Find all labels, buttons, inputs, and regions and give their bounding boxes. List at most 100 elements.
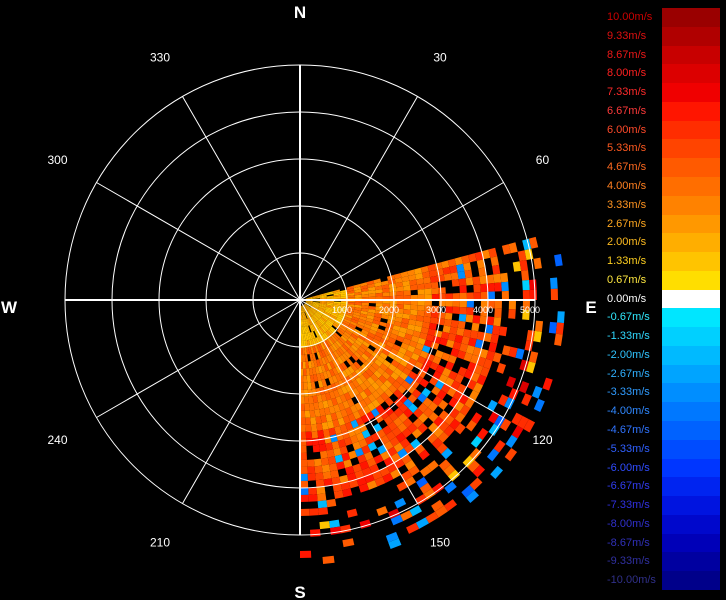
velocity-cell [479, 348, 489, 359]
velocity-cell [419, 350, 429, 359]
colorbar-swatch [662, 552, 720, 572]
velocity-cell [436, 318, 445, 326]
velocity-cell [457, 366, 468, 377]
velocity-colorbar: 10.00m/s 9.33m/s 8.67m/s 8.00m/s 7.33m/s 6.67… [604, 8, 722, 590]
velocity-cell [333, 404, 341, 413]
velocity-cell [321, 325, 328, 332]
velocity-cell [328, 463, 338, 472]
colorbar-swatch [662, 327, 720, 346]
velocity-cell [347, 413, 356, 422]
velocity-cell [449, 265, 458, 274]
velocity-cell [300, 431, 307, 439]
velocity-cell [341, 322, 349, 328]
velocity-cell [320, 393, 327, 402]
velocity-cell [322, 400, 329, 409]
velocity-cell [408, 357, 418, 366]
velocity-cell [500, 272, 509, 283]
velocity-cell [387, 352, 397, 360]
colorbar-label: 2.00m/s [607, 236, 647, 249]
velocity-cell [340, 291, 348, 295]
velocity-cell [337, 387, 344, 397]
velocity-cell [393, 442, 404, 453]
velocity-cell [411, 428, 423, 439]
velocity-cell [311, 305, 319, 310]
velocity-cell [414, 444, 426, 455]
velocity-cell [434, 505, 448, 518]
velocity-cell [349, 321, 358, 327]
velocity-cell [415, 517, 429, 529]
velocity-cell [332, 483, 343, 493]
velocity-cell [310, 324, 315, 332]
velocity-cell [399, 438, 411, 449]
velocity-cell [318, 319, 325, 326]
velocity-cell [471, 322, 480, 332]
velocity-cell [330, 469, 340, 479]
velocity-cell [404, 333, 413, 341]
velocity-cell [301, 305, 305, 313]
velocity-cell [375, 292, 383, 297]
velocity-cell [303, 340, 307, 348]
velocity-cell [326, 304, 334, 308]
velocity-cell [425, 511, 439, 524]
velocity-cell [307, 382, 312, 390]
velocity-cell [389, 436, 400, 447]
velocity-cell [396, 304, 404, 310]
velocity-cell [414, 360, 424, 370]
velocity-cell [394, 277, 403, 284]
velocity-cell [338, 312, 346, 317]
velocity-cell [398, 412, 409, 423]
colorbar-swatch [662, 364, 720, 384]
velocity-cell [350, 363, 358, 372]
velocity-cell [389, 295, 397, 300]
velocity-cell [456, 327, 465, 337]
velocity-cell [490, 256, 499, 267]
velocity-cell [359, 316, 367, 321]
velocity-cell [359, 382, 368, 391]
velocity-cell [322, 428, 331, 437]
velocity-cell [301, 312, 304, 320]
velocity-cell [308, 346, 312, 355]
velocity-cell [472, 382, 484, 394]
velocity-cell [408, 370, 418, 380]
velocity-cell [370, 325, 378, 332]
velocity-cell [321, 422, 329, 430]
velocity-cell [300, 319, 303, 327]
velocity-cell [303, 312, 307, 320]
velocity-cell [302, 312, 306, 320]
velocity-cell [354, 289, 362, 293]
velocity-cell [488, 411, 500, 424]
velocity-cell [373, 454, 384, 465]
velocity-cell [407, 324, 416, 331]
velocity-cell [434, 349, 444, 359]
velocity-cell [497, 394, 509, 407]
colorbar-swatch [662, 8, 720, 27]
velocity-cell [314, 330, 319, 338]
velocity-cell [305, 326, 309, 334]
colorbar-swatch [662, 158, 720, 177]
velocity-cell [374, 413, 384, 424]
velocity-cell [383, 415, 394, 426]
velocity-cell [445, 293, 453, 300]
colorbar-label: 2.67m/s [607, 217, 647, 230]
velocity-cell [300, 480, 309, 488]
velocity-cell [394, 458, 405, 469]
compass-east: E [585, 298, 596, 317]
velocity-cell [301, 326, 303, 334]
velocity-cell [445, 361, 455, 371]
velocity-cell [308, 332, 313, 340]
velocity-cell [325, 321, 332, 328]
velocity-cell [469, 330, 479, 340]
velocity-cell [365, 335, 374, 342]
velocity-cell [312, 296, 320, 299]
velocity-cell [309, 508, 319, 516]
velocity-cell [305, 302, 313, 306]
velocity-cell [315, 312, 322, 318]
velocity-cell [342, 415, 351, 425]
velocity-cell [423, 488, 436, 500]
velocity-cell [367, 309, 376, 314]
velocity-cell [343, 331, 351, 338]
velocity-cell [363, 379, 372, 389]
velocity-cell [428, 322, 437, 331]
velocity-cell [323, 356, 330, 364]
velocity-cell [308, 339, 313, 347]
